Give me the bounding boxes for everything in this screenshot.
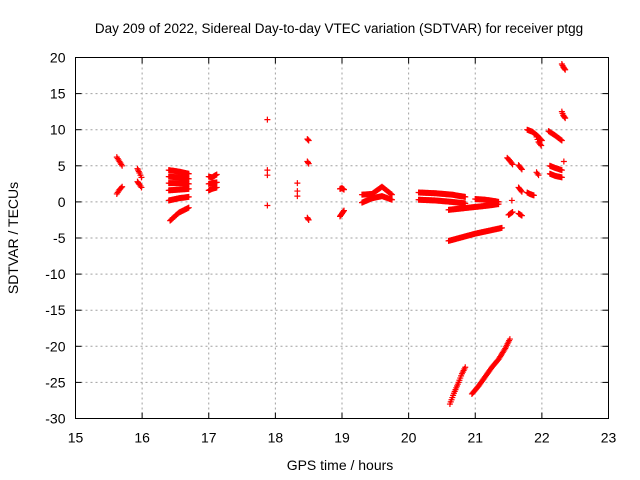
- data-point: [558, 174, 565, 181]
- data-point: [462, 193, 469, 200]
- data-point: [340, 207, 347, 214]
- data-point: [530, 192, 537, 199]
- y-tick-label: -5: [53, 230, 66, 246]
- data-point: [305, 215, 312, 222]
- data-point: [213, 179, 220, 186]
- y-tick-label: -25: [45, 374, 65, 390]
- data-point: [495, 198, 502, 205]
- data-point: [509, 161, 516, 168]
- data-point: [506, 336, 513, 343]
- data-point: [305, 159, 312, 166]
- data-point: [185, 175, 192, 182]
- data-point: [518, 212, 525, 219]
- y-tick-labels: -30 -25 -20 -15 -10 -5 0 5 10 15 20: [45, 50, 65, 427]
- x-tick-label: 23: [601, 430, 617, 446]
- data-point: [558, 136, 565, 143]
- data-point: [185, 170, 192, 177]
- data-point: [185, 185, 192, 192]
- data-point: [264, 167, 271, 174]
- data-point: [534, 170, 541, 177]
- data-point: [294, 188, 301, 195]
- data-point: [518, 166, 525, 173]
- x-tick-label: 16: [134, 430, 150, 446]
- y-tick-label: 0: [58, 194, 66, 210]
- data-point: [185, 193, 192, 200]
- data-point: [388, 196, 395, 203]
- grid-lines: [75, 57, 609, 419]
- data-point: [558, 137, 565, 144]
- data-point: [562, 66, 569, 73]
- data-point: [561, 114, 568, 121]
- x-tick-label: 18: [268, 430, 284, 446]
- data-point: [388, 191, 395, 198]
- data-point: [305, 160, 312, 167]
- data-point: [305, 136, 312, 143]
- data-point: [185, 180, 192, 187]
- data-point: [535, 172, 542, 179]
- y-tick-label: 5: [58, 158, 66, 174]
- y-tick-label: -30: [45, 411, 65, 427]
- data-point: [119, 183, 126, 190]
- y-tick-label: 10: [50, 122, 66, 138]
- data-point: [498, 224, 505, 231]
- data-point: [264, 202, 271, 209]
- data-point: [562, 115, 569, 122]
- x-tick-label: 17: [201, 430, 217, 446]
- data-point: [305, 137, 312, 144]
- data-point: [518, 188, 525, 195]
- y-tick-label: -10: [45, 266, 65, 282]
- data-point: [538, 142, 545, 149]
- data-point: [264, 172, 271, 179]
- x-tick-label: 15: [68, 430, 84, 446]
- data-point: [508, 160, 515, 167]
- x-tick-label: 21: [467, 430, 483, 446]
- data-point: [340, 186, 347, 193]
- x-tick-label: 22: [534, 430, 550, 446]
- data-point: [388, 191, 395, 198]
- data-point: [118, 184, 125, 191]
- data-point: [294, 180, 301, 187]
- data-point: [305, 216, 312, 223]
- data-points: [113, 60, 569, 408]
- data-point: [558, 167, 565, 174]
- data-point: [560, 158, 567, 165]
- data-point: [537, 141, 544, 148]
- data-point: [138, 184, 145, 191]
- data-point: [119, 162, 126, 169]
- data-point: [304, 136, 311, 143]
- x-tick-label: 20: [401, 430, 417, 446]
- data-point: [518, 165, 525, 172]
- chart-title: Day 209 of 2022, Sidereal Day-to-day VTE…: [95, 21, 583, 36]
- plot-frame: [75, 57, 609, 419]
- data-point: [185, 204, 192, 211]
- data-point: [508, 197, 515, 204]
- data-point: [294, 193, 301, 200]
- y-axis-label: SDTVAR / TECUs: [5, 182, 21, 294]
- data-point: [340, 208, 347, 215]
- data-point: [462, 364, 469, 371]
- x-tick-label: 19: [334, 430, 350, 446]
- data-point: [264, 116, 271, 123]
- x-tick-labels: 15 16 17 18 19 20 21 22 23: [68, 430, 617, 446]
- data-point: [138, 174, 145, 181]
- y-tick-label: 15: [50, 86, 66, 102]
- x-axis-label: GPS time / hours: [287, 457, 394, 473]
- data-point: [213, 184, 220, 191]
- y-tick-label: 20: [50, 50, 66, 66]
- data-point: [518, 187, 525, 194]
- data-point: [509, 209, 516, 216]
- data-point: [561, 65, 568, 72]
- y-tick-label: -20: [45, 338, 65, 354]
- data-point: [213, 171, 220, 178]
- y-tick-label: -15: [45, 302, 65, 318]
